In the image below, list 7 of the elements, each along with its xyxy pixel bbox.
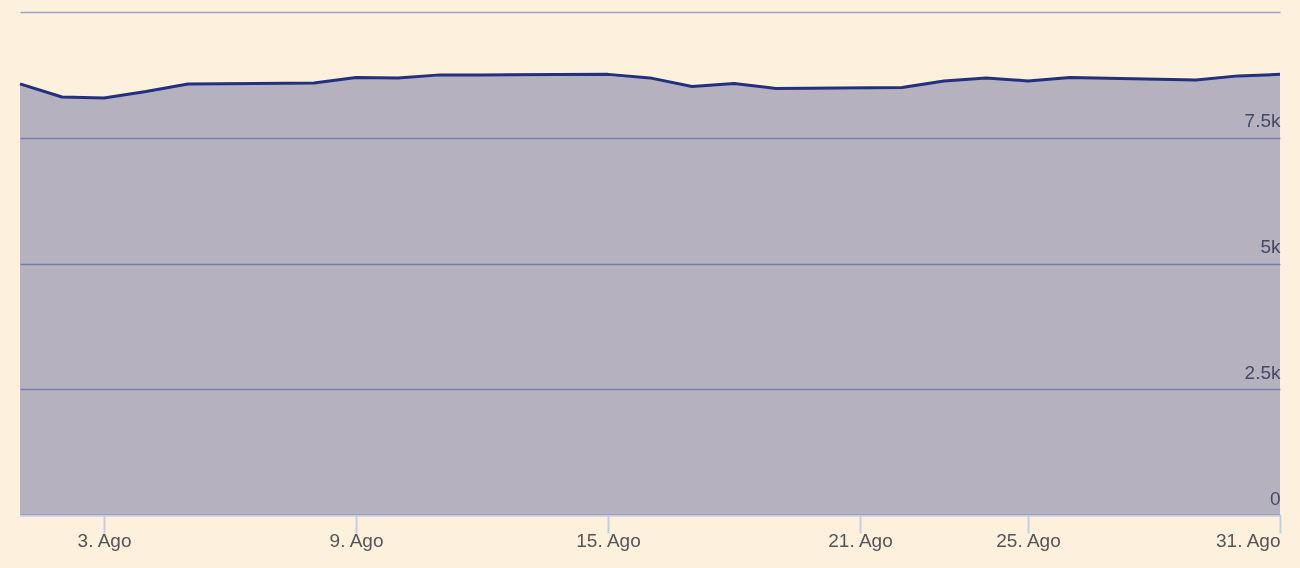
x-tick-label: 31. Ago xyxy=(1216,529,1281,551)
x-tick-label: 21. Ago xyxy=(828,529,893,551)
x-tick-label: 25. Ago xyxy=(996,529,1061,551)
x-tick-label: 9. Ago xyxy=(329,529,384,551)
y-tick-label: 0 xyxy=(1269,487,1281,509)
x-tick-label: 3. Ago xyxy=(77,529,132,551)
x-tick-label: 15. Ago xyxy=(576,529,641,551)
